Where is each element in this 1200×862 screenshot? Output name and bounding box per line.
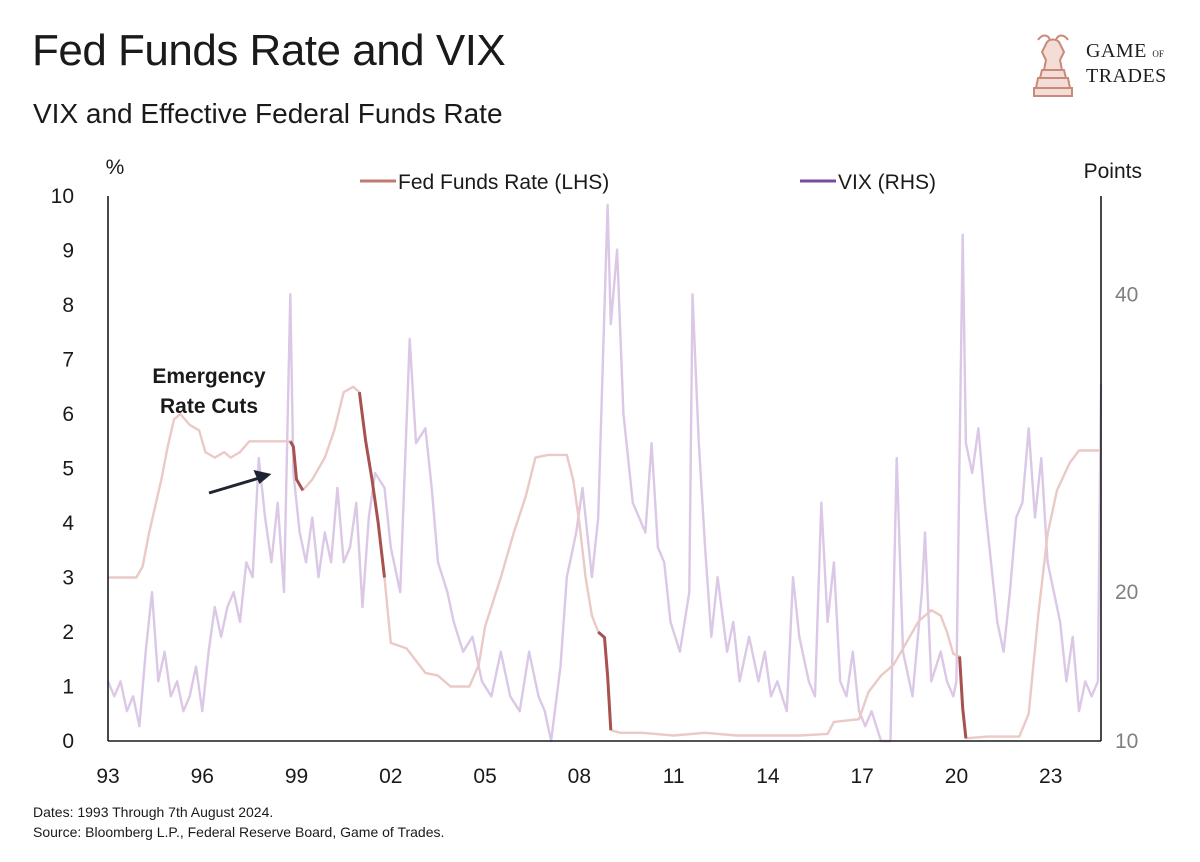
x-tick-label-23: 23 <box>1039 765 1062 788</box>
x-tick-label-11: 11 <box>663 765 685 788</box>
x-tick-label-17: 17 <box>850 765 873 788</box>
annotation-arrow-shaft <box>208 476 260 495</box>
x-tick-label-05: 05 <box>473 765 496 788</box>
legend-label-1: Fed Funds Rate (LHS) <box>398 171 609 194</box>
x-tick-label-02: 02 <box>379 765 402 788</box>
x-tick-label-20: 20 <box>945 765 968 788</box>
legend-label-2: VIX (RHS) <box>838 171 936 194</box>
page-subtitle: VIX and Effective Federal Funds Rate <box>33 98 503 129</box>
right-tick-label-10: 10 <box>1115 730 1138 753</box>
footer: Dates: 1993 Through 7th August 2024. Sou… <box>33 802 444 842</box>
left-tick-label-0: 0 <box>62 730 74 753</box>
left-unit-label: % <box>106 156 125 179</box>
legend: Fed Funds Rate (LHS) VIX (RHS) <box>360 171 936 194</box>
fed-emergency-cut-segment-3 <box>597 630 613 731</box>
x-tick-label-93: 93 <box>96 765 119 788</box>
series-line-fed-funds <box>108 385 1101 740</box>
axes <box>107 196 1102 742</box>
x-tick-label-14: 14 <box>756 765 780 788</box>
right-tick-label-20: 20 <box>1115 581 1138 604</box>
x-tick-label-96: 96 <box>191 765 214 788</box>
right-tick-label-40: 40 <box>1115 283 1138 306</box>
left-tick-label-9: 9 <box>62 240 74 263</box>
annotation-arrow-head <box>253 469 272 484</box>
left-tick-label-4: 4 <box>62 512 74 535</box>
right-unit-label: Points <box>1084 160 1142 183</box>
left-tick-label-2: 2 <box>62 621 74 644</box>
logo-line2: TRADES <box>1086 65 1167 87</box>
fed-emergency-cut-segment-4 <box>958 656 968 739</box>
logo-line1-small: OF <box>1152 49 1164 59</box>
footer-dates: Dates: 1993 Through 7th August 2024. <box>33 804 274 820</box>
left-tick-label-6: 6 <box>62 403 74 426</box>
annotation: Emergency Rate Cuts <box>152 365 272 495</box>
x-tick-label-08: 08 <box>568 765 591 788</box>
logo-line1: GAME <box>1086 40 1147 62</box>
left-tick-label-3: 3 <box>62 567 74 590</box>
left-tick-label-5: 5 <box>62 458 74 481</box>
bull-knight-chess-icon <box>1033 34 1073 97</box>
x-tick-label-99: 99 <box>285 765 308 788</box>
left-tick-label-10: 10 <box>51 185 74 208</box>
fed-emergency-cut-segment-2 <box>357 392 386 578</box>
left-tick-label-8: 8 <box>62 294 74 317</box>
annotation-text-line1: Emergency <box>152 365 266 388</box>
page-title: Fed Funds Rate and VIX <box>32 26 506 75</box>
left-tick-label-7: 7 <box>62 349 74 372</box>
fed-emergency-cut-segment-1 <box>288 440 305 492</box>
footer-source: Source: Bloomberg L.P., Federal Reserve … <box>33 824 445 840</box>
annotation-text-line2: Rate Cuts <box>160 395 258 418</box>
left-tick-label-1: 1 <box>62 676 74 699</box>
logo-text: GAME OF TRADES <box>1086 40 1167 87</box>
